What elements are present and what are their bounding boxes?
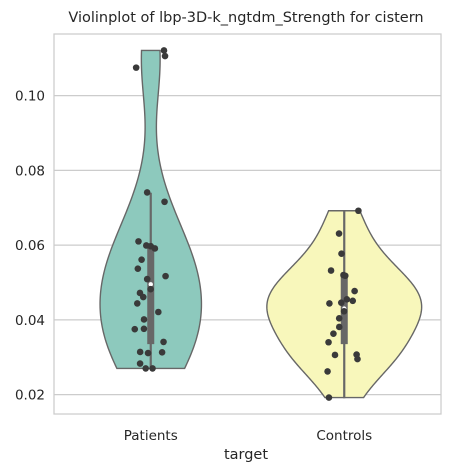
- quartile-box: [147, 246, 155, 345]
- data-point: [143, 189, 151, 196]
- y-tick-label: 0.08: [15, 163, 45, 179]
- data-point: [341, 272, 349, 280]
- data-point: [135, 238, 142, 245]
- median-marker: [148, 282, 153, 287]
- y-axis-ticks: 0.02 0.04 0.06 0.08 0.10: [15, 89, 45, 404]
- data-point: [335, 315, 343, 322]
- data-point: [338, 250, 345, 258]
- data-point: [142, 365, 150, 372]
- data-point: [326, 300, 333, 307]
- data-point: [143, 275, 151, 283]
- data-point: [325, 338, 332, 346]
- data-point: [132, 64, 140, 71]
- y-tick-label: 0.06: [15, 238, 45, 254]
- data-point: [136, 360, 144, 367]
- data-point: [139, 293, 147, 301]
- x-axis-label: target: [224, 447, 268, 463]
- data-point: [140, 325, 148, 333]
- data-point: [133, 300, 141, 307]
- data-point: [144, 349, 152, 357]
- chart-title: Violinplot of lbp-3D-k_ngtdm_Strength fo…: [68, 10, 423, 26]
- data-point: [331, 351, 339, 359]
- data-point: [325, 394, 333, 401]
- x-tick-label: Controls: [316, 428, 372, 444]
- data-point: [138, 256, 145, 263]
- data-point: [330, 330, 337, 337]
- data-point: [155, 308, 162, 316]
- data-point: [335, 323, 343, 331]
- y-tick-label: 0.10: [15, 89, 45, 105]
- data-point: [161, 52, 169, 60]
- data-point: [327, 267, 335, 274]
- data-point: [349, 297, 357, 305]
- x-axis-ticks: Patients Controls: [124, 428, 372, 444]
- strip-points: [131, 47, 362, 401]
- data-point: [158, 349, 166, 356]
- data-point: [147, 285, 154, 293]
- data-point: [161, 198, 168, 206]
- data-point: [324, 368, 331, 375]
- data-point: [136, 348, 144, 356]
- data-point: [162, 272, 169, 280]
- y-tick-label: 0.04: [15, 313, 45, 329]
- data-point: [337, 299, 345, 306]
- data-point: [160, 47, 168, 54]
- data-point: [335, 230, 343, 237]
- data-point: [149, 365, 156, 372]
- data-point: [151, 245, 159, 252]
- data-point: [351, 287, 358, 295]
- data-point: [134, 265, 142, 272]
- violins: [99, 49, 423, 399]
- data-point: [355, 207, 362, 215]
- data-point: [131, 325, 139, 333]
- data-point: [140, 316, 148, 323]
- data-point: [354, 355, 361, 363]
- x-tick-label: Patients: [124, 428, 178, 444]
- data-point: [340, 307, 348, 315]
- y-tick-label: 0.02: [15, 388, 45, 404]
- data-point: [343, 295, 351, 303]
- data-point: [160, 338, 167, 346]
- plot-frame: [53, 33, 442, 415]
